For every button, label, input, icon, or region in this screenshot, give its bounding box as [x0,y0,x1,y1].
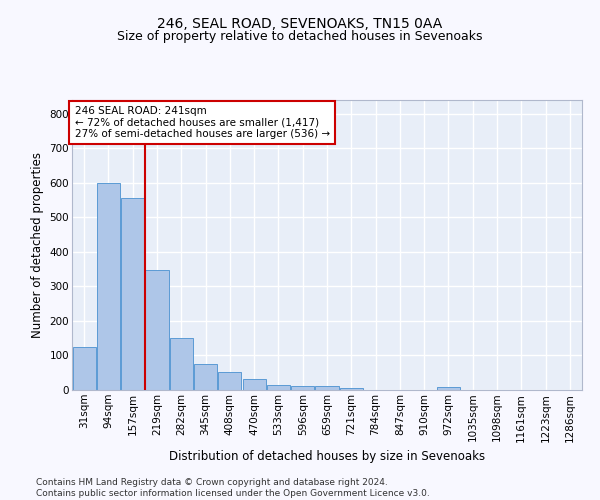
Bar [267,385,290,390]
Bar [145,270,169,390]
Text: 246, SEAL ROAD, SEVENOAKS, TN15 0AA: 246, SEAL ROAD, SEVENOAKS, TN15 0AA [157,18,443,32]
Bar [242,380,266,390]
Bar [121,198,144,390]
Bar [316,386,338,390]
Text: 246 SEAL ROAD: 241sqm
← 72% of detached houses are smaller (1,417)
27% of semi-d: 246 SEAL ROAD: 241sqm ← 72% of detached … [74,106,329,139]
Bar [73,347,95,390]
Bar [97,183,120,390]
Text: Contains HM Land Registry data © Crown copyright and database right 2024.
Contai: Contains HM Land Registry data © Crown c… [36,478,430,498]
Bar [194,364,217,390]
Bar [437,387,460,390]
Text: Size of property relative to detached houses in Sevenoaks: Size of property relative to detached ho… [117,30,483,43]
Y-axis label: Number of detached properties: Number of detached properties [31,152,44,338]
X-axis label: Distribution of detached houses by size in Sevenoaks: Distribution of detached houses by size … [169,450,485,463]
Bar [340,388,363,390]
Bar [170,338,193,390]
Bar [218,372,241,390]
Bar [291,386,314,390]
